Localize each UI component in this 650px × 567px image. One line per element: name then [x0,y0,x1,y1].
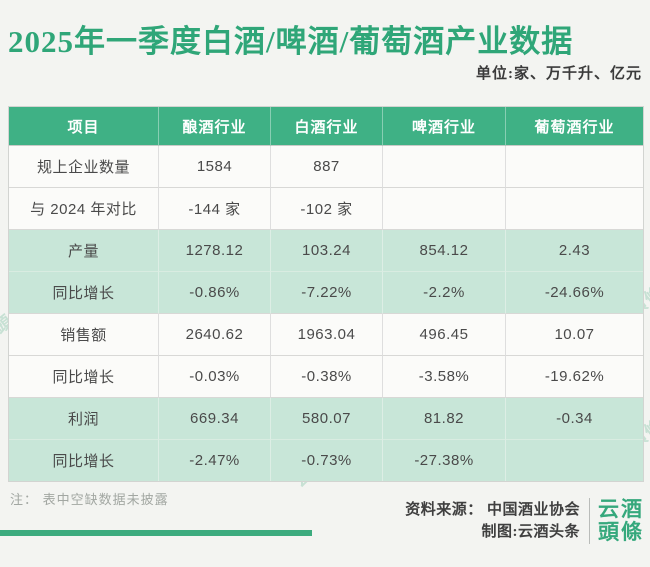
row-label: 同比增长 [9,272,159,314]
cell: -144 家 [159,188,271,230]
col-header-item: 项目 [9,107,159,146]
cell: -2.47% [159,440,271,481]
table-row: 产量 1278.12 103.24 854.12 2.43 [9,230,643,272]
cell: -27.38% [383,440,506,481]
col-header-wine: 葡萄酒行业 [506,107,643,146]
cell: 81.82 [383,398,506,440]
footnote: 注： 表中空缺数据未披露 [10,492,169,507]
col-header-beer: 啤酒行业 [383,107,506,146]
cell: -3.58% [383,356,506,398]
cell: 1278.12 [159,230,271,272]
cell: -0.86% [159,272,271,314]
accent-bar [0,530,312,536]
cell: -0.73% [271,440,383,481]
yunjiu-toutiao-logo: 云酒 頭條 [598,498,644,544]
row-label: 产量 [9,230,159,272]
units-note: 单位:家、万千升、亿元 [476,66,642,82]
cell: -0.03% [159,356,271,398]
cell: -24.66% [506,272,643,314]
table-header-row: 项目 酿酒行业 白酒行业 啤酒行业 葡萄酒行业 [9,107,643,146]
cell: 887 [271,146,383,188]
logo-line: 頭條 [598,520,644,544]
row-label: 销售额 [9,314,159,356]
row-label: 规上企业数量 [9,146,159,188]
table-row: 同比增长 -0.86% -7.22% -2.2% -24.66% [9,272,643,314]
cell: -2.2% [383,272,506,314]
cell: -19.62% [506,356,643,398]
cell [506,188,643,230]
cell [506,146,643,188]
logo-line: 云酒 [598,497,644,521]
table-row: 销售额 2640.62 1963.04 496.45 10.07 [9,314,643,356]
row-label: 同比增长 [9,440,159,481]
cell: 103.24 [271,230,383,272]
cell: -0.34 [506,398,643,440]
cell: 1963.04 [271,314,383,356]
table-row: 利润 669.34 580.07 81.82 -0.34 [9,398,643,440]
credits-block: 资料来源： 中国酒业协会 制图:云酒头条 云酒 頭條 [405,498,644,544]
cell: -7.22% [271,272,383,314]
row-label: 同比增长 [9,356,159,398]
cell: -0.38% [271,356,383,398]
col-header-brewing: 酿酒行业 [159,107,271,146]
cell [383,146,506,188]
row-label: 与 2024 年对比 [9,188,159,230]
divider [589,498,590,544]
cell: 580.07 [271,398,383,440]
table-row: 规上企业数量 1584 887 [9,146,643,188]
page-title: 2025年一季度白酒/啤酒/葡萄酒产业数据 [8,24,574,59]
cell [506,440,643,481]
cell: 1584 [159,146,271,188]
source-line: 资料来源： 中国酒业协会 [405,502,580,518]
credit-line: 制图:云酒头条 [481,524,580,540]
table-row: 同比增长 -0.03% -0.38% -3.58% -19.62% [9,356,643,398]
row-label: 利润 [9,398,159,440]
industry-data-table: 项目 酿酒行业 白酒行业 啤酒行业 葡萄酒行业 规上企业数量 1584 887 … [8,106,644,482]
source-lines: 资料来源： 中国酒业协会 制图:云酒头条 [405,499,580,543]
cell: 496.45 [383,314,506,356]
table-row: 与 2024 年对比 -144 家 -102 家 [9,188,643,230]
table-row: 同比增长 -2.47% -0.73% -27.38% [9,440,643,481]
cell: 669.34 [159,398,271,440]
cell: -102 家 [271,188,383,230]
cell: 2640.62 [159,314,271,356]
cell: 2.43 [506,230,643,272]
cell: 854.12 [383,230,506,272]
cell: 10.07 [506,314,643,356]
cell [383,188,506,230]
col-header-baijiu: 白酒行业 [271,107,383,146]
